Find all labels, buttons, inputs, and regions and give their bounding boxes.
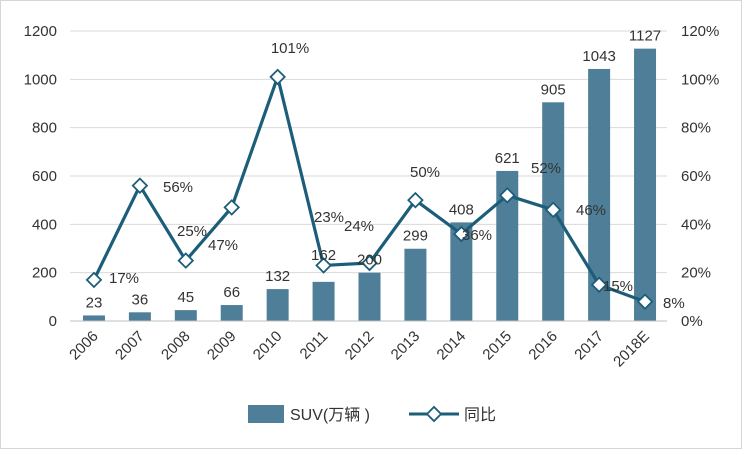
bar	[496, 170, 519, 321]
y-right-tick-label: 0%	[681, 313, 703, 330]
gridlines	[70, 30, 667, 322]
y-right-tick-label: 100%	[681, 71, 719, 88]
legend-bar-label: SUV(万辆 )	[290, 406, 370, 424]
x-tick-label: 2016	[525, 328, 561, 364]
line-value-label: 36%	[462, 227, 492, 244]
bar	[358, 272, 381, 321]
bar	[82, 315, 105, 321]
line-marker	[407, 191, 424, 209]
bar	[174, 310, 197, 321]
line-value-label: 23%	[314, 209, 344, 226]
line-marker	[85, 271, 103, 289]
line-value-label: 17%	[109, 270, 139, 287]
line-value-label: 52%	[531, 160, 561, 177]
x-tick-label: 2015	[479, 328, 515, 364]
bar-value-label: 45	[177, 289, 194, 306]
y-right-tick-label: 20%	[681, 265, 711, 282]
line-markers	[85, 68, 654, 311]
line-marker	[269, 68, 286, 86]
line-value-label: 47%	[208, 237, 238, 254]
bar	[128, 312, 151, 321]
bar-value-label: 36	[132, 291, 149, 308]
x-tick-label: 2006	[66, 328, 102, 364]
x-tick-label: 2009	[204, 328, 240, 364]
legend: SUV(万辆 ) 同比	[248, 405, 496, 424]
line-marker	[498, 186, 516, 204]
line-marker	[315, 257, 332, 274]
y-left-tick-label: 1000	[24, 71, 57, 88]
bar	[312, 281, 335, 321]
bar	[634, 48, 657, 322]
line-value-label: 46%	[576, 202, 606, 219]
x-tick-label: 2017	[571, 328, 607, 364]
line-marker	[453, 225, 470, 243]
bar-value-label: 905	[541, 81, 566, 98]
bar	[266, 289, 289, 321]
bar-value-label: 200	[357, 252, 382, 269]
y-left-tick-label: 800	[32, 120, 57, 137]
bar-value-label: 408	[449, 201, 474, 218]
x-tick-label: 2014	[434, 328, 470, 364]
bar-value-label: 66	[223, 284, 240, 301]
bar	[588, 68, 611, 321]
line-marker	[177, 252, 195, 269]
x-axis: 2006 2007 2008 2009 2010 2011 2012 2013 2014 2015…	[66, 320, 667, 371]
bar-value-label: 132	[265, 268, 290, 285]
legend-line-label: 同比	[464, 406, 496, 424]
y-left-tick-label: 200	[32, 265, 57, 282]
x-tick-label: 2008	[158, 328, 194, 364]
y-left-tick-label: 400	[32, 216, 57, 233]
bar-value-label: 23	[86, 294, 103, 311]
bar-series	[82, 48, 657, 322]
y-left-tick-label: 600	[32, 168, 57, 185]
x-tick-label: 2018E	[610, 328, 653, 371]
legend-bar-swatch	[248, 405, 284, 423]
line-marker	[590, 276, 608, 294]
x-tick-label: 2007	[112, 328, 148, 364]
bar	[220, 305, 243, 321]
y-left-tick-label: 1200	[24, 23, 57, 40]
line-marker	[131, 177, 149, 195]
bar-value-label: 1043	[582, 48, 615, 65]
y-right-tick-label: 60%	[681, 168, 711, 185]
line-marker	[361, 254, 378, 272]
y-right-tick-label: 40%	[681, 216, 711, 233]
line-marker	[544, 201, 562, 219]
line-value-label: 50%	[410, 164, 440, 181]
bar-value-label: 621	[495, 150, 520, 167]
x-tick-label: 2011	[297, 328, 332, 363]
bar-value-label: 1127	[629, 28, 661, 45]
x-tick-label: 2010	[250, 328, 286, 364]
line-marker	[636, 293, 654, 311]
bar	[450, 222, 473, 321]
x-tick-label: 2013	[388, 328, 424, 364]
y-left-tick-label: 0	[49, 313, 57, 330]
line-value-label: 8%	[663, 295, 685, 312]
legend-line-marker	[425, 405, 443, 423]
bar-value-label: 162	[311, 247, 336, 264]
bar	[404, 248, 427, 321]
data-labels: 23 36 45 66 132 162 200 299 408 621 905 1043 1127 17%…	[86, 28, 685, 312]
line-value-label: 24%	[344, 218, 374, 235]
bar-value-label: 299	[403, 228, 428, 245]
line-value-label: 56%	[163, 179, 193, 196]
line-value-label: 25%	[177, 223, 207, 240]
x-tick-label: 2012	[342, 328, 378, 364]
y-axis-left: 0 200 400 600 800 1000 1200	[24, 23, 57, 330]
y-right-tick-label: 120%	[681, 23, 719, 40]
y-axis-right: 0% 20% 40% 60% 80% 100% 120%	[681, 23, 719, 330]
y-right-tick-label: 80%	[681, 120, 711, 137]
line-marker	[223, 199, 241, 216]
line-value-label: 101%	[271, 40, 309, 57]
line-value-label: 15%	[603, 278, 633, 295]
